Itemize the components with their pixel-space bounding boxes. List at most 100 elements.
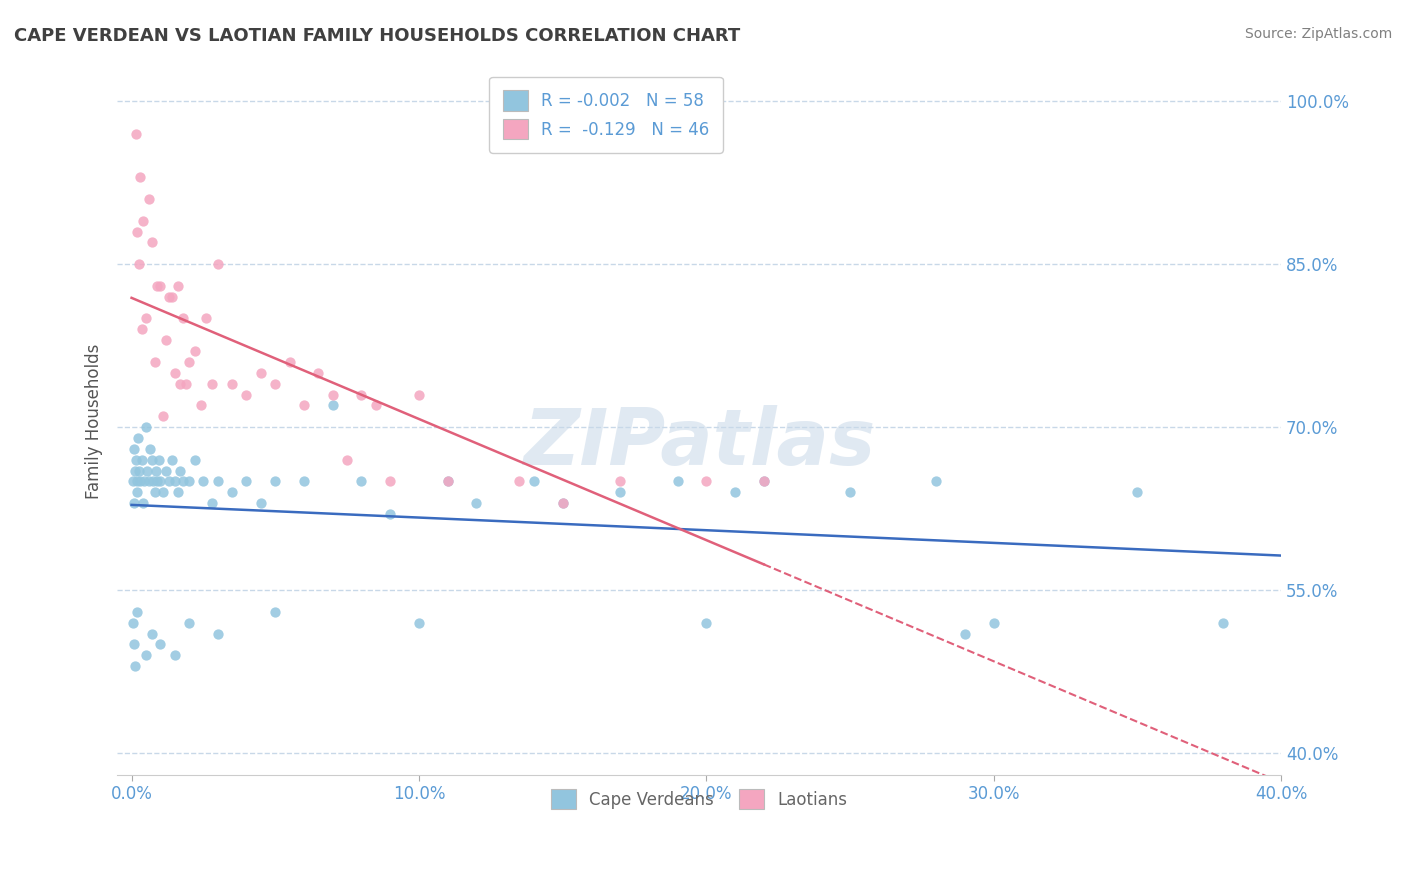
- Point: [160, 290, 183, 304]
- Point: [207, 475, 229, 489]
- Point: [221, 376, 243, 391]
- Point: [129, 475, 152, 489]
- Point: [184, 452, 207, 467]
- Point: [551, 496, 574, 510]
- Point: [122, 496, 145, 510]
- Point: [953, 626, 976, 640]
- Point: [666, 475, 689, 489]
- Point: [125, 127, 148, 141]
- Point: [193, 475, 215, 489]
- Point: [128, 257, 150, 271]
- Point: [551, 496, 574, 510]
- Point: [983, 615, 1005, 630]
- Point: [264, 376, 287, 391]
- Point: [177, 475, 200, 489]
- Legend: Cape Verdeans, Laotians: Cape Verdeans, Laotians: [544, 782, 853, 816]
- Point: [131, 452, 153, 467]
- Point: [163, 648, 186, 663]
- Point: [250, 496, 273, 510]
- Point: [124, 464, 146, 478]
- Point: [145, 464, 167, 478]
- Point: [143, 485, 166, 500]
- Point: [149, 278, 172, 293]
- Point: [141, 235, 163, 250]
- Point: [184, 344, 207, 359]
- Point: [163, 366, 186, 380]
- Point: [380, 507, 402, 521]
- Point: [408, 387, 430, 401]
- Point: [139, 442, 162, 456]
- Point: [292, 475, 315, 489]
- Point: [221, 485, 243, 500]
- Point: [138, 475, 160, 489]
- Point: [695, 475, 717, 489]
- Point: [157, 475, 180, 489]
- Point: [141, 452, 163, 467]
- Point: [609, 475, 631, 489]
- Point: [436, 475, 458, 489]
- Text: ZIPatlas: ZIPatlas: [523, 405, 875, 481]
- Point: [1212, 615, 1234, 630]
- Point: [125, 485, 148, 500]
- Point: [166, 485, 188, 500]
- Point: [190, 398, 212, 412]
- Point: [350, 387, 373, 401]
- Point: [336, 452, 359, 467]
- Point: [695, 615, 717, 630]
- Point: [380, 475, 402, 489]
- Point: [135, 648, 157, 663]
- Point: [122, 475, 145, 489]
- Point: [201, 496, 224, 510]
- Point: [155, 464, 177, 478]
- Point: [177, 355, 200, 369]
- Point: [122, 615, 145, 630]
- Point: [322, 387, 344, 401]
- Point: [364, 398, 387, 412]
- Point: [508, 475, 530, 489]
- Point: [142, 475, 165, 489]
- Point: [146, 475, 169, 489]
- Point: [752, 475, 775, 489]
- Point: [124, 442, 146, 456]
- Point: [129, 170, 152, 185]
- Point: [128, 464, 150, 478]
- Point: [201, 376, 224, 391]
- Point: [134, 475, 156, 489]
- Point: [724, 485, 747, 500]
- Point: [408, 615, 430, 630]
- Point: [235, 387, 257, 401]
- Point: [169, 464, 191, 478]
- Point: [166, 278, 188, 293]
- Point: [436, 475, 458, 489]
- Point: [264, 475, 287, 489]
- Point: [172, 475, 194, 489]
- Point: [207, 257, 229, 271]
- Point: [163, 475, 186, 489]
- Point: [135, 311, 157, 326]
- Point: [122, 637, 145, 651]
- Point: [195, 311, 218, 326]
- Point: [124, 659, 146, 673]
- Point: [465, 496, 488, 510]
- Point: [149, 475, 172, 489]
- Point: [169, 376, 191, 391]
- Point: [839, 485, 862, 500]
- Point: [131, 322, 153, 336]
- Point: [141, 626, 163, 640]
- Point: [149, 637, 172, 651]
- Point: [143, 355, 166, 369]
- Point: [127, 475, 149, 489]
- Point: [146, 278, 169, 293]
- Point: [127, 431, 149, 445]
- Point: [157, 290, 180, 304]
- Point: [1126, 485, 1149, 500]
- Point: [138, 192, 160, 206]
- Point: [523, 475, 546, 489]
- Point: [177, 615, 200, 630]
- Text: CAPE VERDEAN VS LAOTIAN FAMILY HOUSEHOLDS CORRELATION CHART: CAPE VERDEAN VS LAOTIAN FAMILY HOUSEHOLD…: [14, 27, 741, 45]
- Point: [152, 409, 174, 424]
- Point: [350, 475, 373, 489]
- Point: [925, 475, 948, 489]
- Point: [609, 485, 631, 500]
- Point: [160, 452, 183, 467]
